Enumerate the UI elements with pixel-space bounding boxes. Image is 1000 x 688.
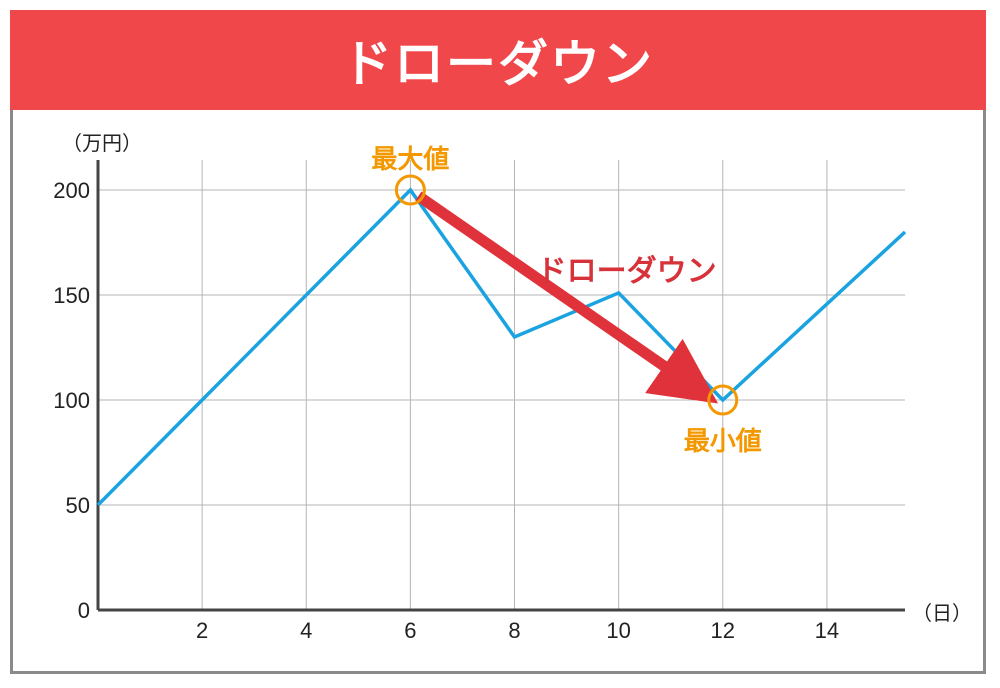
y-tick-label: 50 <box>66 493 90 518</box>
max-point-marker <box>394 174 426 206</box>
chart-frame <box>10 10 986 674</box>
series-line <box>96 187 907 507</box>
y-tick-label: 200 <box>53 178 90 203</box>
x-tick-label: 10 <box>606 618 630 643</box>
series-polyline <box>96 187 907 507</box>
x-tick-label: 6 <box>404 618 416 643</box>
drawdown-label: ドローダウン <box>537 254 717 289</box>
y-tick-label: 0 <box>78 598 90 623</box>
x-tick-label: 4 <box>300 618 312 643</box>
y-axis-unit: （万円） <box>62 131 142 155</box>
grid-lines <box>98 160 905 610</box>
axes <box>96 160 905 612</box>
x-tick-label: 8 <box>508 618 520 643</box>
tick-labels: 2 4 6 8 10 12 14 0 50 100 150 200 <box>53 178 839 643</box>
min-point-marker <box>707 384 739 416</box>
y-tick-label: 100 <box>53 388 90 413</box>
drawdown-arrow <box>415 191 719 404</box>
max-label: 最大値 <box>371 145 449 175</box>
x-tick-label: 14 <box>815 618 839 643</box>
y-tick-label: 150 <box>53 283 90 308</box>
x-axis-unit: （日） <box>912 601 972 625</box>
header-banner: ドローダウン <box>10 10 986 110</box>
min-label: 最小値 <box>684 427 762 457</box>
page-title: ドローダウン <box>342 35 654 93</box>
x-tick-label: 2 <box>196 618 208 643</box>
x-tick-label: 12 <box>711 618 735 643</box>
